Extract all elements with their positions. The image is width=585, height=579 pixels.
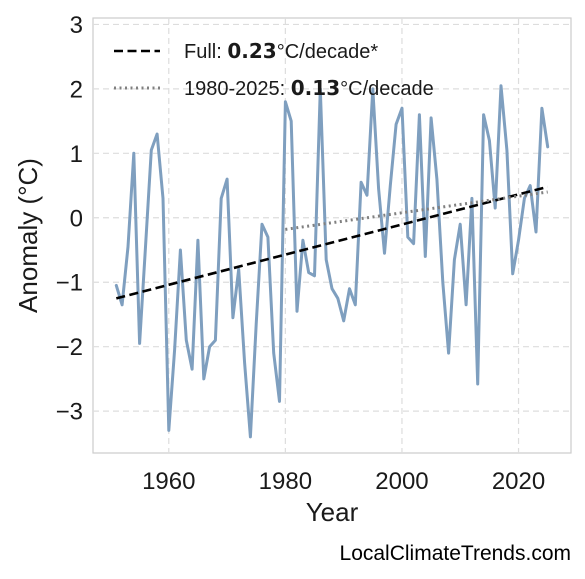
y-tick-label: 2 — [70, 76, 83, 103]
series-line — [114, 84, 550, 439]
x-tick-label: 2020 — [492, 468, 545, 495]
source-credit: LocalClimateTrends.com — [340, 542, 571, 565]
trend-line-full — [115, 185, 549, 300]
legend-full-prefix: Full: — [184, 41, 227, 63]
x-tick-labels: 1960 1980 2000 2020 — [142, 468, 545, 495]
legend-label-1980-2025: 1980-2025: 0.13°C/decade — [184, 76, 434, 100]
y-tick-labels: 3 2 1 0 −1 −2 −3 — [56, 12, 83, 426]
y-axis-title: Anomaly (°C) — [13, 158, 43, 313]
legend-recent-prefix: 1980-2025: — [184, 78, 291, 100]
x-tick-label: 2000 — [375, 468, 428, 495]
legend-full-value: 0.23 — [227, 39, 276, 63]
y-tick-label: −3 — [56, 399, 83, 426]
y-tick-label: 1 — [70, 141, 83, 168]
x-axis-title: Year — [306, 497, 359, 527]
legend-recent-value: 0.13 — [291, 76, 340, 100]
trend-line-1980-2025 — [285, 190, 548, 231]
y-tick-label: 0 — [70, 205, 83, 232]
legend: Full: 0.23°C/decade* 1980-2025: 0.13°C/d… — [114, 39, 434, 100]
legend-full-suffix: °C/decade* — [277, 41, 379, 63]
y-tick-label: 3 — [70, 12, 83, 39]
legend-recent-suffix: °C/decade — [340, 78, 434, 100]
legend-label-full: Full: 0.23°C/decade* — [184, 39, 378, 63]
y-tick-label: −2 — [56, 334, 83, 361]
x-tick-label: 1980 — [259, 468, 312, 495]
y-tick-label: −1 — [56, 270, 83, 297]
x-tick-label: 1960 — [142, 468, 195, 495]
